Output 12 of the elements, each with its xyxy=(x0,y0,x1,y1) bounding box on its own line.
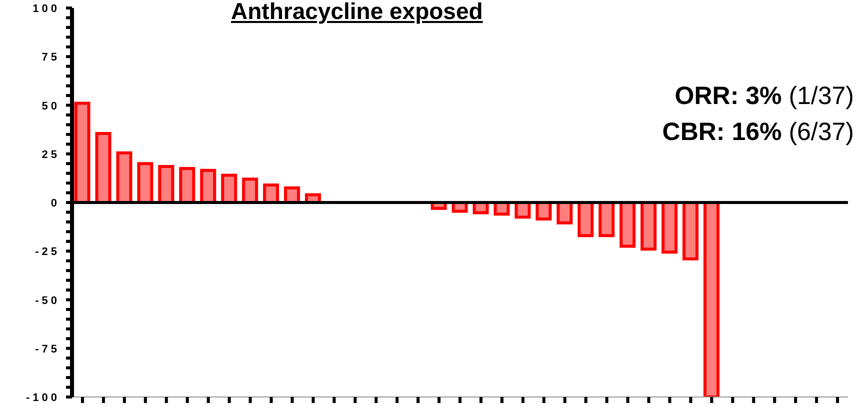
y-tick-label: -25 xyxy=(35,246,60,258)
y-tick-label: 100 xyxy=(32,3,60,15)
y-tick-label: 0 xyxy=(50,198,60,210)
y-tick-label: -50 xyxy=(35,294,60,307)
y-tick-label: 50 xyxy=(42,100,60,112)
y-tick-label: -75 xyxy=(35,343,60,356)
y-tick-label: -100 xyxy=(26,392,60,404)
y-tick-label: 75 xyxy=(42,52,60,64)
y-tick-label: 25 xyxy=(42,148,60,161)
annotation: CBR: 16% (6/37) xyxy=(662,118,854,147)
annotation: ORR: 3% (1/37) xyxy=(674,82,854,111)
chart-title: Anthracycline exposed xyxy=(231,0,483,25)
